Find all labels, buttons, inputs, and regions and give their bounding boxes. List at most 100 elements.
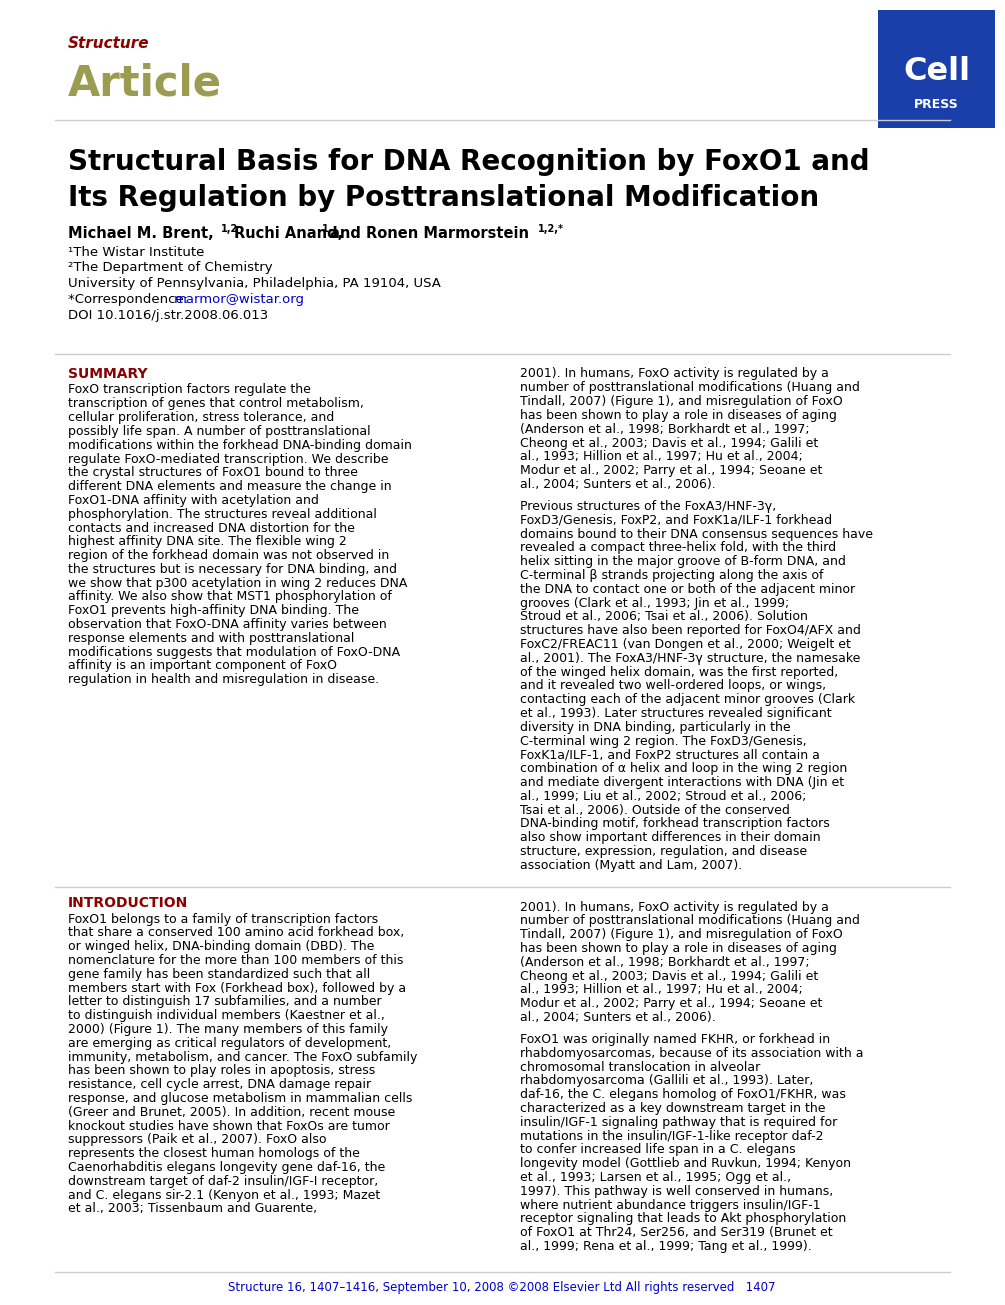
Text: and C. elegans sir-2.1 (Kenyon et al., 1993; Mazet: and C. elegans sir-2.1 (Kenyon et al., 1… (68, 1189, 380, 1202)
Text: FoxO transcription factors regulate the: FoxO transcription factors regulate the (68, 384, 311, 397)
Text: regulation in health and misregulation in disease.: regulation in health and misregulation i… (68, 673, 379, 686)
Text: association (Myatt and Lam, 2007).: association (Myatt and Lam, 2007). (520, 859, 743, 872)
Text: et al., 1993). Later structures revealed significant: et al., 1993). Later structures revealed… (520, 707, 831, 720)
Text: has been shown to play roles in apoptosis, stress: has been shown to play roles in apoptosi… (68, 1065, 375, 1078)
Text: receptor signaling that leads to Akt phosphorylation: receptor signaling that leads to Akt pho… (520, 1212, 846, 1225)
Text: et al., 2003; Tissenbaum and Guarente,: et al., 2003; Tissenbaum and Guarente, (68, 1202, 318, 1215)
Text: Structural Basis for DNA Recognition by FoxO1 and: Structural Basis for DNA Recognition by … (68, 147, 869, 176)
Text: al., 2004; Sunters et al., 2006).: al., 2004; Sunters et al., 2006). (520, 1011, 716, 1024)
Text: Structure: Structure (68, 37, 150, 51)
Text: 1997). This pathway is well conserved in humans,: 1997). This pathway is well conserved in… (520, 1185, 833, 1198)
Text: and Ronen Marmorstein: and Ronen Marmorstein (330, 226, 529, 240)
Text: structure, expression, regulation, and disease: structure, expression, regulation, and d… (520, 844, 807, 857)
Text: et al., 1993; Larsen et al., 1995; Ogg et al.,: et al., 1993; Larsen et al., 1995; Ogg e… (520, 1171, 791, 1184)
Text: cellular proliferation, stress tolerance, and: cellular proliferation, stress tolerance… (68, 411, 335, 424)
Text: region of the forkhead domain was not observed in: region of the forkhead domain was not ob… (68, 549, 389, 562)
Text: Structure 16, 1407–1416, September 10, 2008 ©2008 Elsevier Ltd All rights reserv: Structure 16, 1407–1416, September 10, 2… (228, 1282, 776, 1295)
Text: INTRODUCTION: INTRODUCTION (68, 897, 188, 910)
Bar (878, 10, 995, 128)
Text: 1: 1 (322, 224, 329, 234)
Text: where nutrient abundance triggers insulin/IGF-1: where nutrient abundance triggers insuli… (520, 1199, 821, 1211)
Text: grooves (Clark et al., 1993; Jin et al., 1999;: grooves (Clark et al., 1993; Jin et al.,… (520, 596, 789, 609)
Text: transcription of genes that control metabolism,: transcription of genes that control meta… (68, 397, 364, 410)
Text: Stroud et al., 2006; Tsai et al., 2006). Solution: Stroud et al., 2006; Tsai et al., 2006).… (520, 611, 808, 624)
Text: Cheong et al., 2003; Davis et al., 1994; Galili et: Cheong et al., 2003; Davis et al., 1994;… (520, 970, 818, 983)
Text: FoxO1 prevents high-affinity DNA binding. The: FoxO1 prevents high-affinity DNA binding… (68, 604, 359, 617)
Text: the DNA to contact one or both of the adjacent minor: the DNA to contact one or both of the ad… (520, 583, 855, 596)
Text: has been shown to play a role in diseases of aging: has been shown to play a role in disease… (520, 942, 837, 955)
Text: marmor@wistar.org: marmor@wistar.org (174, 294, 305, 307)
Text: that share a conserved 100 amino acid forkhead box,: that share a conserved 100 amino acid fo… (68, 927, 404, 940)
Text: the structures but is necessary for DNA binding, and: the structures but is necessary for DNA … (68, 562, 397, 576)
Text: of the winged helix domain, was the first reported,: of the winged helix domain, was the firs… (520, 666, 838, 679)
Text: letter to distinguish 17 subfamilies, and a number: letter to distinguish 17 subfamilies, an… (68, 996, 382, 1009)
Text: C-terminal wing 2 region. The FoxD3/Genesis,: C-terminal wing 2 region. The FoxD3/Gene… (520, 735, 807, 748)
Text: 2001). In humans, FoxO activity is regulated by a: 2001). In humans, FoxO activity is regul… (520, 368, 829, 381)
Text: the crystal structures of FoxO1 bound to three: the crystal structures of FoxO1 bound to… (68, 466, 358, 479)
Text: members start with Fox (Forkhead box), followed by a: members start with Fox (Forkhead box), f… (68, 981, 406, 994)
Text: we show that p300 acetylation in wing 2 reduces DNA: we show that p300 acetylation in wing 2 … (68, 577, 407, 590)
Text: al., 1993; Hillion et al., 1997; Hu et al., 2004;: al., 1993; Hillion et al., 1997; Hu et a… (520, 450, 803, 463)
Text: nomenclature for the more than 100 members of this: nomenclature for the more than 100 membe… (68, 954, 403, 967)
Text: affinity. We also show that MST1 phosphorylation of: affinity. We also show that MST1 phospho… (68, 590, 392, 603)
Text: C-terminal β strands projecting along the axis of: C-terminal β strands projecting along th… (520, 569, 823, 582)
Text: and it revealed two well-ordered loops, or wings,: and it revealed two well-ordered loops, … (520, 680, 826, 693)
Text: Its Regulation by Posttranslational Modification: Its Regulation by Posttranslational Modi… (68, 184, 819, 211)
Text: modifications within the forkhead DNA-binding domain: modifications within the forkhead DNA-bi… (68, 438, 412, 452)
Text: FoxO1 was originally named FKHR, or forkhead in: FoxO1 was originally named FKHR, or fork… (520, 1034, 830, 1047)
Text: modifications suggests that modulation of FoxO-DNA: modifications suggests that modulation o… (68, 646, 400, 659)
Text: DNA-binding motif, forkhead transcription factors: DNA-binding motif, forkhead transcriptio… (520, 817, 830, 830)
Text: helix sitting in the major groove of B-form DNA, and: helix sitting in the major groove of B-f… (520, 555, 846, 568)
Text: (Anderson et al., 1998; Borkhardt et al., 1997;: (Anderson et al., 1998; Borkhardt et al.… (520, 955, 810, 968)
Text: possibly life span. A number of posttranslational: possibly life span. A number of posttran… (68, 425, 371, 438)
Text: 1,2,*: 1,2,* (538, 224, 564, 234)
Text: al., 2004; Sunters et al., 2006).: al., 2004; Sunters et al., 2006). (520, 478, 716, 491)
Text: number of posttranslational modifications (Huang and: number of posttranslational modification… (520, 381, 860, 394)
Text: ¹The Wistar Institute: ¹The Wistar Institute (68, 245, 204, 258)
Text: Tindall, 2007) (Figure 1), and misregulation of FoxO: Tindall, 2007) (Figure 1), and misregula… (520, 928, 843, 941)
Text: of FoxO1 at Thr24, Ser256, and Ser319 (Brunet et: of FoxO1 at Thr24, Ser256, and Ser319 (B… (520, 1227, 832, 1240)
Text: downstream target of daf-2 insulin/IGF-I receptor,: downstream target of daf-2 insulin/IGF-I… (68, 1174, 378, 1188)
Text: response, and glucose metabolism in mammalian cells: response, and glucose metabolism in mamm… (68, 1092, 412, 1105)
Text: gene family has been standardized such that all: gene family has been standardized such t… (68, 968, 370, 981)
Text: Michael M. Brent,: Michael M. Brent, (68, 226, 214, 240)
Text: contacts and increased DNA distortion for the: contacts and increased DNA distortion fo… (68, 522, 355, 535)
Text: Modur et al., 2002; Parry et al., 1994; Seoane et: Modur et al., 2002; Parry et al., 1994; … (520, 465, 822, 478)
Text: Modur et al., 2002; Parry et al., 1994; Seoane et: Modur et al., 2002; Parry et al., 1994; … (520, 997, 822, 1010)
Text: to confer increased life span in a C. elegans: to confer increased life span in a C. el… (520, 1143, 796, 1156)
Text: Cheong et al., 2003; Davis et al., 1994; Galili et: Cheong et al., 2003; Davis et al., 1994;… (520, 436, 818, 449)
Text: University of Pennsylvania, Philadelphia, PA 19104, USA: University of Pennsylvania, Philadelphia… (68, 278, 441, 291)
Text: DOI 10.1016/j.str.2008.06.013: DOI 10.1016/j.str.2008.06.013 (68, 309, 268, 322)
Text: regulate FoxO-mediated transcription. We describe: regulate FoxO-mediated transcription. We… (68, 453, 389, 466)
Text: Cell: Cell (902, 56, 970, 87)
Text: al., 2001). The FoxA3/HNF-3γ structure, the namesake: al., 2001). The FoxA3/HNF-3γ structure, … (520, 651, 860, 664)
Text: also show important differences in their domain: also show important differences in their… (520, 831, 821, 844)
Text: highest affinity DNA site. The flexible wing 2: highest affinity DNA site. The flexible … (68, 535, 347, 548)
Text: or winged helix, DNA-binding domain (DBD). The: or winged helix, DNA-binding domain (DBD… (68, 940, 375, 953)
Text: *Correspondence:: *Correspondence: (68, 294, 192, 307)
Text: SUMMARY: SUMMARY (68, 367, 148, 381)
Text: revealed a compact three-helix fold, with the third: revealed a compact three-helix fold, wit… (520, 542, 836, 555)
Text: knockout studies have shown that FoxOs are tumor: knockout studies have shown that FoxOs a… (68, 1120, 390, 1133)
Text: (Anderson et al., 1998; Borkhardt et al., 1997;: (Anderson et al., 1998; Borkhardt et al.… (520, 423, 810, 436)
Text: diversity in DNA binding, particularly in the: diversity in DNA binding, particularly i… (520, 720, 791, 733)
Text: affinity is an important component of FoxO: affinity is an important component of Fo… (68, 659, 337, 672)
Text: are emerging as critical regulators of development,: are emerging as critical regulators of d… (68, 1036, 391, 1049)
Text: domains bound to their DNA consensus sequences have: domains bound to their DNA consensus seq… (520, 527, 873, 540)
Text: FoxO1 belongs to a family of transcription factors: FoxO1 belongs to a family of transcripti… (68, 912, 378, 925)
Text: different DNA elements and measure the change in: different DNA elements and measure the c… (68, 480, 392, 493)
Text: rhabdomyosarcomas, because of its association with a: rhabdomyosarcomas, because of its associ… (520, 1047, 863, 1060)
Text: Tindall, 2007) (Figure 1), and misregulation of FoxO: Tindall, 2007) (Figure 1), and misregula… (520, 395, 843, 408)
Text: contacting each of the adjacent minor grooves (Clark: contacting each of the adjacent minor gr… (520, 693, 855, 706)
Text: structures have also been reported for FoxO4/AFX and: structures have also been reported for F… (520, 624, 861, 637)
Text: response elements and with posttranslational: response elements and with posttranslati… (68, 632, 355, 645)
Text: chromosomal translocation in alveolar: chromosomal translocation in alveolar (520, 1061, 760, 1074)
Text: Previous structures of the FoxA3/HNF-3γ,: Previous structures of the FoxA3/HNF-3γ, (520, 500, 776, 513)
Text: immunity, metabolism, and cancer. The FoxO subfamily: immunity, metabolism, and cancer. The Fo… (68, 1051, 417, 1064)
Text: daf-16, the C. elegans homolog of FoxO1/FKHR, was: daf-16, the C. elegans homolog of FoxO1/… (520, 1088, 846, 1101)
Text: and mediate divergent interactions with DNA (Jin et: and mediate divergent interactions with … (520, 776, 844, 790)
Text: Ruchi Anand,: Ruchi Anand, (234, 226, 344, 240)
Text: PRESS: PRESS (915, 98, 959, 111)
Text: FoxK1a/ILF-1, and FoxP2 structures all contain a: FoxK1a/ILF-1, and FoxP2 structures all c… (520, 748, 820, 761)
Text: Caenorhabditis elegans longevity gene daf-16, the: Caenorhabditis elegans longevity gene da… (68, 1161, 385, 1174)
